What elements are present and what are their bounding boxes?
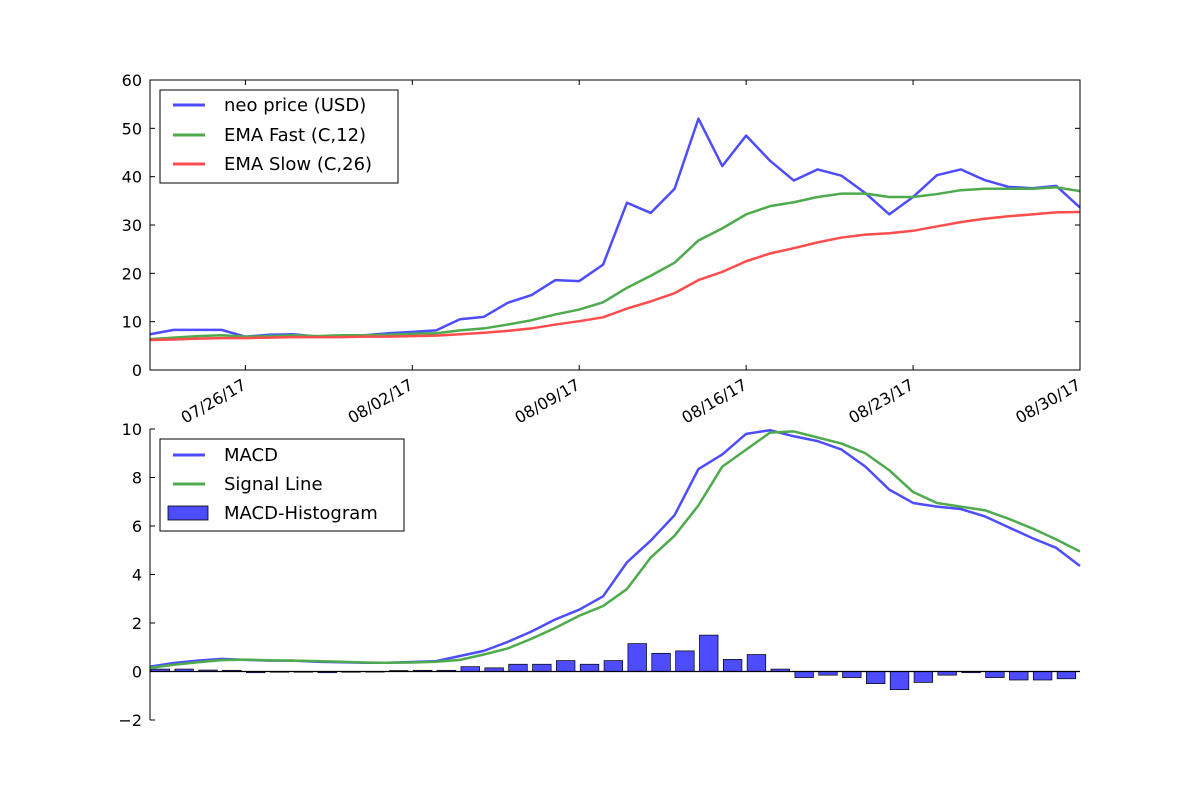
histogram-bar xyxy=(627,643,647,672)
histogram-bar xyxy=(1056,671,1077,680)
price-ytick-label: 60 xyxy=(122,71,142,90)
macd-ytick-label: 10 xyxy=(122,420,142,439)
histogram-bar xyxy=(651,652,671,672)
histogram-bar xyxy=(1009,671,1029,681)
legend-label-ema-slow: EMA Slow (C,26) xyxy=(224,154,372,175)
histogram-bar xyxy=(794,671,814,678)
price-ytick-label: 10 xyxy=(122,313,142,332)
macd-ytick-label: 0 xyxy=(132,663,142,682)
legend-label-histogram: MACD-Histogram xyxy=(224,503,378,524)
price-ytick-label: 50 xyxy=(122,119,142,138)
histogram-bar xyxy=(889,671,910,691)
macd-ytick-label: 6 xyxy=(132,517,142,536)
price-ytick-label: 40 xyxy=(122,168,142,187)
series-line-ema-fast-c-12 xyxy=(149,186,1081,341)
histogram-bar xyxy=(675,650,695,672)
legend-label-price: neo price (USD) xyxy=(224,95,366,116)
histogram-bar xyxy=(913,671,934,683)
histogram-bar xyxy=(746,654,767,672)
histogram-bar xyxy=(508,663,528,672)
macd-legend: MACD Signal Line MACD-Histogram xyxy=(159,438,405,532)
legend-label-macd: MACD xyxy=(224,445,278,466)
histogram-bar xyxy=(579,663,600,672)
macd-chart-axes: −2 0 2 4 6 8 10 MACD Signal Line MACD-Histogra… xyxy=(118,420,1081,730)
histogram-bar xyxy=(460,666,480,672)
macd-ytick-label: 8 xyxy=(132,469,142,488)
series-line-signal-line xyxy=(149,430,1081,670)
series-line-ema-slow-c-26 xyxy=(149,210,1081,342)
histogram-bar xyxy=(603,660,624,672)
price-legend: neo price (USD) EMA Fast (C,12) EMA Slow… xyxy=(159,89,399,184)
histogram-bar xyxy=(1032,671,1053,681)
histogram-bar xyxy=(985,671,1005,678)
price-ytick-label: 0 xyxy=(132,361,142,380)
legend-label-signal: Signal Line xyxy=(224,474,323,495)
legend-swatch-histogram xyxy=(167,505,209,521)
macd-ytick-label: −2 xyxy=(118,711,142,730)
macd-ytick-label: 2 xyxy=(132,614,142,633)
histogram-bar xyxy=(556,660,576,672)
price-ytick-label: 30 xyxy=(122,216,142,235)
histogram-bar xyxy=(699,634,719,672)
histogram-bar xyxy=(842,671,862,678)
macd-ytick-label: 4 xyxy=(132,566,142,585)
histogram-bar xyxy=(866,671,886,684)
price-ytick-label: 20 xyxy=(122,264,142,283)
legend-label-ema-fast: EMA Fast (C,12) xyxy=(224,125,366,146)
histogram-bar xyxy=(722,659,743,672)
histogram-bar xyxy=(532,663,552,672)
